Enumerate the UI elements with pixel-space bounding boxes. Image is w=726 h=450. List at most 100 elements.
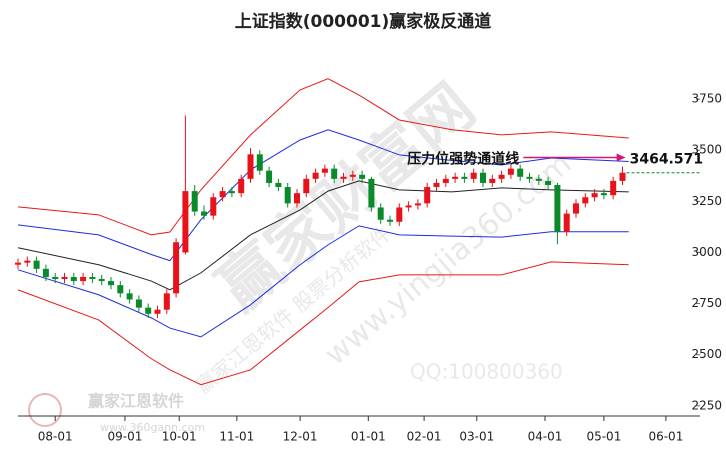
candle-body (349, 174, 356, 177)
candle-body (359, 174, 366, 179)
pressure-arrowhead (616, 153, 626, 162)
x-tick-label: 08-01 (38, 430, 73, 444)
candle-body (526, 176, 533, 179)
watermark-layer: 赢家财富网 赢家江恩软件 股票分析软件 www.yingjia360.com Q… (191, 69, 578, 398)
y-tick-label: 2750 (691, 296, 722, 310)
candle-body (15, 262, 21, 265)
channel-line (17, 225, 629, 338)
x-tick-label: 04-01 (528, 430, 563, 444)
candle-body (219, 191, 226, 198)
candle-body (377, 207, 384, 220)
y-tick-label: 3500 (691, 143, 722, 157)
logo: 赢家江恩软件 www.360gann.com (28, 392, 205, 434)
candle-body (303, 178, 310, 194)
candle-body (414, 203, 421, 206)
candle-body (368, 178, 375, 208)
channel-line (17, 261, 629, 386)
candle-body (80, 276, 87, 282)
x-tick-label: 02-01 (407, 430, 442, 444)
x-tick-label: 09-01 (108, 430, 143, 444)
channel-line (17, 129, 629, 262)
candle-body (294, 193, 300, 204)
x-tick-label: 06-01 (648, 430, 683, 444)
channel-line (17, 78, 629, 236)
y-tick-label: 2500 (691, 347, 722, 361)
candle-body (452, 176, 459, 179)
candle-body (405, 205, 412, 208)
candle-body (201, 211, 207, 216)
candle-body (89, 276, 96, 280)
candle-body (284, 187, 291, 204)
candle-body (498, 174, 505, 179)
candle-body (117, 285, 124, 294)
logo-url: www.360gann.com (100, 421, 205, 434)
candle-body (582, 197, 589, 204)
candle-body (210, 197, 217, 216)
candle-body (433, 182, 440, 188)
candle-body (545, 180, 552, 185)
candle-body (340, 176, 347, 179)
watermark: 赢家财富网 (204, 69, 488, 324)
candle-body (42, 268, 49, 277)
candle-body (535, 178, 542, 181)
candle-body (517, 168, 524, 177)
candle-body (573, 203, 579, 214)
channel-line (17, 180, 629, 291)
logo-text: 赢家江恩软件 (88, 392, 184, 411)
x-tick-label: 05-01 (586, 430, 621, 444)
candle-body (154, 309, 161, 314)
candle-body (554, 184, 561, 232)
x-tick-label: 10-01 (162, 430, 197, 444)
x-tick-label: 03-01 (459, 430, 494, 444)
candle-body (424, 187, 431, 204)
candle-body (247, 154, 254, 179)
candle-body (228, 191, 235, 194)
candle-body (108, 281, 114, 286)
candle-body (52, 276, 59, 280)
pressure-value: 3464.571 (630, 151, 704, 167)
candle-body (619, 172, 626, 181)
candle-body (470, 172, 477, 179)
candle-body (33, 260, 40, 269)
x-tick-label: 01-01 (351, 430, 386, 444)
y-tick-label: 3250 (691, 194, 722, 208)
candle-body (256, 154, 263, 171)
y-tick-label: 3750 (691, 92, 722, 106)
candle-body (321, 168, 328, 173)
y-tick-label: 3000 (691, 245, 722, 259)
candle-body (480, 172, 486, 183)
candle-body (461, 176, 468, 179)
candle-body (145, 307, 152, 314)
candle-body (396, 207, 403, 222)
candle-body (442, 178, 449, 183)
candle-body (24, 260, 31, 263)
y-tick-label: 2250 (691, 398, 722, 412)
candle-body (173, 242, 180, 294)
candle-body (126, 293, 133, 300)
candle-body (331, 168, 338, 179)
candle-body (275, 182, 282, 188)
candle-body (191, 191, 198, 212)
chart-title: 上证指数(000001)赢家极反通道 (235, 11, 492, 32)
candle-body (610, 180, 617, 196)
candle-body (387, 219, 393, 222)
candle-body (98, 279, 105, 282)
candle-body (489, 178, 496, 183)
candle-body (238, 178, 245, 194)
candle-body (600, 193, 607, 196)
candle-body (135, 299, 142, 308)
candle-body (591, 193, 598, 198)
candle-body (182, 191, 189, 253)
candle-body (61, 276, 68, 280)
candle-body (507, 168, 514, 175)
watermark: QQ:100800360 (410, 360, 563, 384)
candle-body (163, 293, 170, 310)
x-tick-label: 12-01 (283, 430, 318, 444)
logo-icon (28, 393, 62, 427)
candle-body (312, 172, 319, 179)
candle-body (266, 170, 273, 183)
candle-body (563, 213, 570, 232)
candle-body (70, 276, 77, 282)
x-tick-label: 11-01 (219, 430, 254, 444)
